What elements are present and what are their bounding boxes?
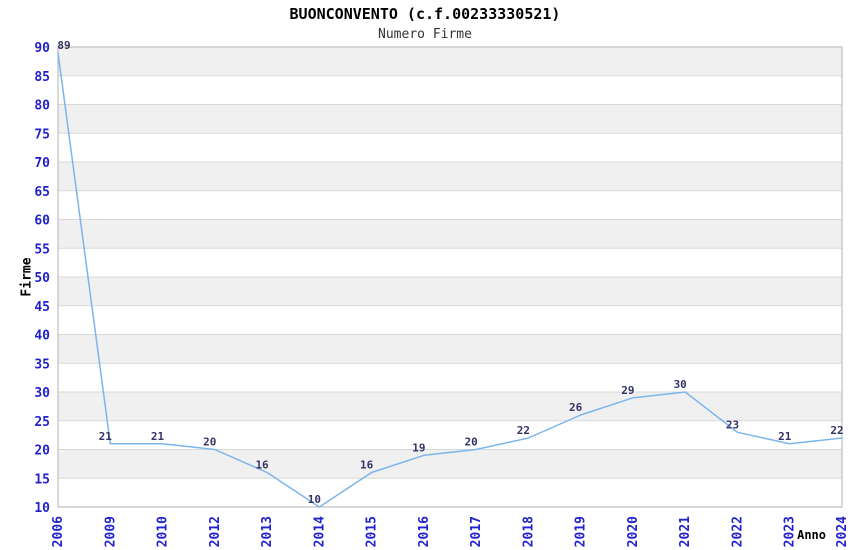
grid-band xyxy=(58,449,842,479)
data-label: 16 xyxy=(255,459,269,472)
x-tick-label: 2019 xyxy=(574,516,589,547)
x-tick-label: 2013 xyxy=(260,516,275,547)
y-tick-label: 20 xyxy=(34,444,50,459)
gridlines xyxy=(58,46,842,508)
x-tick-label: 2012 xyxy=(208,516,223,547)
data-label: 26 xyxy=(569,401,583,414)
grid-band xyxy=(58,334,842,364)
data-label: 20 xyxy=(203,436,216,449)
data-labels: 89 21 21 20 16 10 16 19 20 22 26 29 30 23 21 22 xyxy=(57,39,843,506)
y-tick-label: 70 xyxy=(34,156,50,171)
x-tick-label: 2018 xyxy=(521,516,536,547)
data-label: 19 xyxy=(412,441,425,454)
y-tick-label: 45 xyxy=(34,300,50,315)
data-label: 29 xyxy=(621,384,634,397)
y-tick-label: 90 xyxy=(34,41,50,56)
x-tick-label: 2016 xyxy=(417,516,432,547)
data-label: 20 xyxy=(465,436,478,449)
y-tick-label: 60 xyxy=(34,214,50,229)
y-tick-label: 80 xyxy=(34,99,50,114)
data-label: 21 xyxy=(151,430,165,443)
grid-band xyxy=(58,104,842,134)
data-label: 21 xyxy=(99,430,113,443)
x-tick-label: 2014 xyxy=(312,516,327,547)
series-line xyxy=(57,52,843,508)
data-label: 30 xyxy=(674,378,687,391)
y-tick-label: 40 xyxy=(34,329,50,344)
x-tick-label: 2010 xyxy=(156,516,171,547)
grid-band xyxy=(58,47,842,76)
x-tick-label: 2020 xyxy=(626,516,641,547)
y-tick-label: 35 xyxy=(34,357,50,372)
y-tick-label: 50 xyxy=(34,271,50,286)
grid-band xyxy=(58,219,842,249)
y-tick-label: 85 xyxy=(34,70,50,85)
x-tick-label: 2022 xyxy=(730,516,745,547)
x-tick-labels: 2006 2009 2010 2012 2013 2014 2015 2016 2017 2018… xyxy=(51,516,850,547)
plot-border xyxy=(57,46,843,508)
y-tick-label: 10 xyxy=(34,501,50,516)
x-tick-label: 2017 xyxy=(469,516,484,547)
grid-band xyxy=(58,162,842,191)
x-tick-label: 2023 xyxy=(783,516,798,547)
y-tick-labels: 10 15 20 25 30 35 40 45 50 55 60 65 70 75 80 85 90 xyxy=(34,41,50,516)
data-label: 89 xyxy=(57,39,70,52)
y-tick-label: 15 xyxy=(34,472,50,487)
data-label: 16 xyxy=(360,459,374,472)
x-tick-label: 2009 xyxy=(103,516,118,547)
y-axis-title: Firme xyxy=(19,257,35,297)
y-tick-label: 55 xyxy=(34,242,50,257)
y-tick-label: 25 xyxy=(34,415,50,430)
grid-band xyxy=(58,392,842,421)
x-axis-title: Anno xyxy=(797,528,826,542)
y-tick-label: 75 xyxy=(34,127,50,142)
x-tick-label: 2024 xyxy=(835,516,850,547)
data-label: 10 xyxy=(308,493,321,506)
y-tick-label: 30 xyxy=(34,386,50,401)
data-label: 22 xyxy=(830,424,843,437)
y-tick-label: 65 xyxy=(34,185,50,200)
data-label: 22 xyxy=(517,424,530,437)
chart-title: BUONCONVENTO (c.f.00233330521) xyxy=(289,5,561,23)
grid-bands xyxy=(58,47,842,479)
x-tick-label: 2006 xyxy=(51,516,66,547)
chart-subtitle: Numero Firme xyxy=(378,27,472,42)
x-tick-label: 2015 xyxy=(365,516,380,547)
grid-band xyxy=(58,277,842,306)
data-label: 21 xyxy=(778,430,792,443)
data-label: 23 xyxy=(726,418,739,431)
x-tick-label: 2021 xyxy=(678,516,693,547)
